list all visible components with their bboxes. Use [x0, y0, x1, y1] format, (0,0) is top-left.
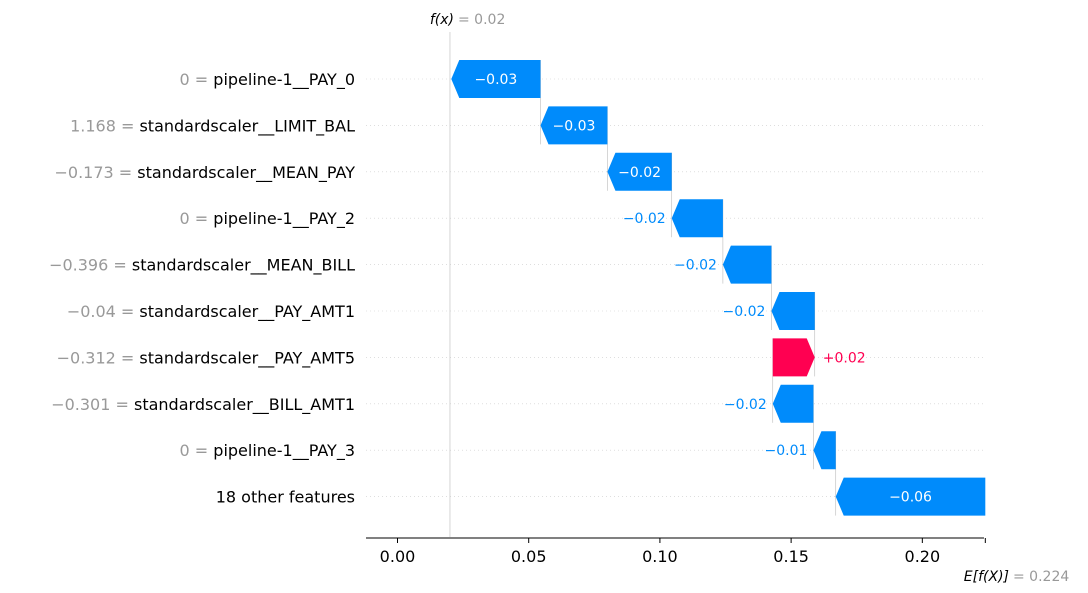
- feature-name: standardscaler__MEAN_PAY: [137, 163, 355, 183]
- fx-value: = 0.02: [458, 12, 505, 28]
- feature-label: 18 other features: [216, 488, 355, 507]
- feature-label: −0.04 = standardscaler__PAY_AMT1: [67, 302, 355, 322]
- bar-value-label: −0.06: [889, 490, 932, 506]
- bar-standardscaler__LIMIT_BAL: [540, 106, 608, 145]
- feature-name: 18 other features: [216, 488, 355, 507]
- base-annotation: E[f(X)] = 0.224: [964, 569, 1070, 585]
- feature-value: −0.312 =: [57, 348, 140, 367]
- feature-name: standardscaler__LIMIT_BAL: [139, 116, 355, 136]
- feature-label: 1.168 = standardscaler__LIMIT_BAL: [70, 116, 355, 136]
- row-gridlines: [366, 78, 984, 497]
- feature-name: standardscaler__PAY_AMT5: [139, 348, 355, 368]
- bar-value-label: −0.02: [674, 258, 717, 274]
- bar-value-label: −0.01: [765, 443, 808, 459]
- feature-value: −0.396 =: [49, 256, 132, 275]
- feature-value: 0 =: [180, 70, 214, 89]
- feature-label: −0.312 = standardscaler__PAY_AMT5: [57, 348, 355, 368]
- bar-value-label: −0.02: [618, 165, 661, 181]
- bar-value-label: −0.02: [724, 397, 767, 413]
- bar-pipeline-1__PAY_2: [671, 199, 723, 238]
- bar-value-label: −0.03: [553, 118, 596, 134]
- bar-pipeline-1__PAY_3: [813, 431, 836, 470]
- bar-value-label: +0.02: [823, 350, 866, 366]
- feature-label: −0.173 = standardscaler__MEAN_PAY: [55, 163, 356, 183]
- feature-label: −0.396 = standardscaler__MEAN_BILL: [49, 256, 355, 276]
- x-tick-label: 0.20: [905, 547, 941, 566]
- x-tick-label: 0.15: [773, 547, 809, 566]
- feature-labels: 0 = pipeline-1__PAY_0 1.168 = standardsca…: [49, 70, 355, 507]
- bar-value-label: −0.03: [474, 72, 517, 88]
- bars-group: −0.03 −0.03 −0.02 −0.02 −0.02 −0.02 +0.02 −0.02…: [451, 60, 986, 516]
- feature-value: 0 =: [180, 441, 214, 460]
- bar-pipeline-1__PAY_0: [451, 60, 541, 98]
- bar-standardscaler__BILL_AMT1: [772, 384, 814, 423]
- bar-18 other features: [835, 477, 986, 516]
- feature-label: 0 = pipeline-1__PAY_3: [180, 441, 355, 461]
- base-value-label: E[f(X)]: [964, 569, 1009, 585]
- base-value: = 0.224: [1013, 569, 1069, 585]
- fx-label: f(x): [430, 12, 454, 28]
- feature-value: −0.04 =: [67, 302, 140, 321]
- x-axis: 0.00 0.05 0.10 0.15 0.20: [366, 537, 986, 566]
- fx-annotation: f(x) = 0.02: [430, 12, 506, 28]
- feature-name: pipeline-1__PAY_0: [213, 70, 355, 90]
- feature-label: 0 = pipeline-1__PAY_0: [180, 70, 355, 90]
- feature-label: −0.301 = standardscaler__BILL_AMT1: [51, 395, 355, 415]
- feature-name: standardscaler__MEAN_BILL: [132, 256, 355, 276]
- feature-label: 0 = pipeline-1__PAY_2: [180, 209, 355, 229]
- feature-name: pipeline-1__PAY_2: [213, 209, 355, 229]
- x-tick-label: 0.10: [642, 547, 678, 566]
- reference-lines: [449, 32, 837, 537]
- x-tick-label: 0.00: [380, 547, 416, 566]
- feature-value: −0.301 =: [51, 395, 134, 414]
- bar-value-label: −0.02: [723, 304, 766, 320]
- feature-value: 0 =: [180, 209, 214, 228]
- feature-name: pipeline-1__PAY_3: [213, 441, 355, 461]
- feature-value: 1.168 =: [70, 116, 139, 135]
- bar-value-label: −0.02: [623, 211, 666, 227]
- feature-value: −0.173 =: [55, 163, 138, 182]
- bar-standardscaler__MEAN_BILL: [722, 245, 772, 284]
- bar-standardscaler__PAY_AMT5: [772, 338, 815, 377]
- bar-standardscaler__MEAN_PAY: [607, 152, 672, 191]
- feature-name: standardscaler__BILL_AMT1: [134, 395, 355, 415]
- bar-standardscaler__PAY_AMT1: [771, 292, 815, 330]
- x-tick-label: 0.05: [511, 547, 547, 566]
- feature-name: standardscaler__PAY_AMT1: [139, 302, 355, 322]
